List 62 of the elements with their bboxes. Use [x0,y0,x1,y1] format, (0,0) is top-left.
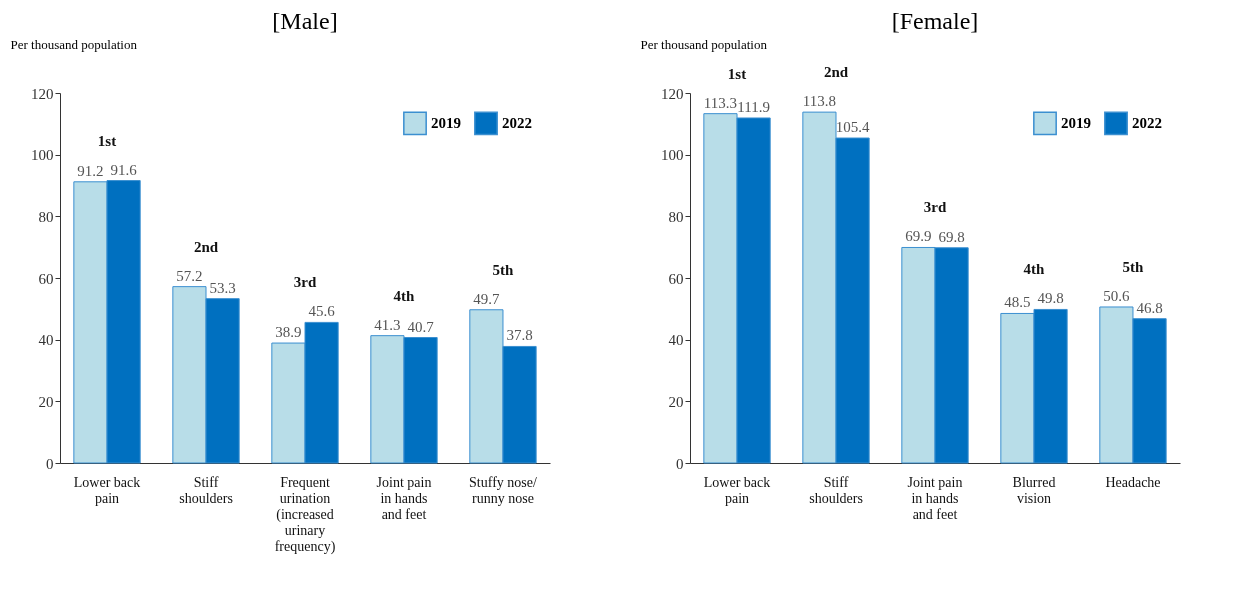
y-axis-title: Per thousand population [640,36,768,52]
data-label: 105.4 [835,119,870,136]
y-tick-label: 80 [38,208,54,225]
y-tick-label: 40 [668,332,684,349]
data-label: 48.5 [1004,294,1031,311]
annotation: 5th [1122,258,1145,275]
x-tick-label: Headache [1105,474,1161,490]
data-label: 49.8 [1037,290,1064,307]
annotation: 4th [393,287,416,304]
y-tick-label: 20 [38,393,54,410]
y-tick-label: 20 [668,393,684,410]
legend-label: 2022 [502,115,532,132]
text: 1st [727,65,747,82]
annotation: 4th [1023,261,1046,278]
legend-label: 2019 [1061,115,1091,132]
data-label: 57.2 [176,267,203,284]
data-label: 113.3 [703,94,738,111]
x-tick-label: Stiff shoulders [809,474,863,506]
data-label: 111.9 [737,98,770,115]
y-tick-label: 0 [676,455,684,472]
y-tick-label: 80 [668,208,684,225]
x-tick-label: Stuffy nose/ runny nose [469,474,537,506]
y-tick-label: 100 [31,147,54,164]
y-tick-label: 0 [46,455,54,472]
data-label: 69.9 [905,228,932,245]
legend-label: 2019 [431,115,461,132]
y-tick-label: 60 [38,270,54,287]
annotation: 5th [492,261,515,278]
data-label: 53.3 [209,279,236,296]
legend-label: 2022 [1132,115,1162,132]
y-tick-label: 60 [668,270,684,287]
x-tick-label: Lower back pain [73,474,141,506]
annotation: 3rd [293,274,317,291]
data-label: 41.3 [374,316,401,333]
chart-title: [Male] [272,8,338,34]
data-label: 50.6 [1103,287,1131,304]
data-label: 69.8 [938,228,965,245]
data-label: 113.8 [802,93,837,110]
x-tick-label: Lower back pain [703,474,771,506]
chart-title: [Female] [891,8,979,34]
annotation: 3rd [923,199,947,216]
data-label: 40.7 [407,318,435,335]
x-tick-label: Joint pain in hands and feet [376,474,432,522]
y-tick-label: 120 [661,85,684,102]
data-label: 37.8 [506,327,533,344]
x-tick-label: Stiff shoulders [179,474,233,506]
data-label: 46.8 [1136,299,1163,316]
y-tick-label: 120 [31,85,54,102]
x-tick-label: Joint pain in hands and feet [907,474,963,522]
data-label: 38.9 [275,324,302,341]
data-label: 49.7 [473,290,501,307]
annotation: 2nd [193,238,219,255]
text: 2nd [823,64,849,81]
data-label: 45.6 [308,303,336,320]
y-tick-label: 40 [38,332,54,349]
x-tick-label: Blurred vision [1012,474,1056,506]
y-tick-label: 100 [661,147,684,164]
y-axis-title: Per thousand population [10,36,138,52]
annotation: 1st [97,132,117,149]
x-tick-label: Frequent urination (increased urinary frequency) [274,474,336,555]
data-label: 91.6 [110,161,138,178]
data-label: 91.2 [77,162,104,179]
